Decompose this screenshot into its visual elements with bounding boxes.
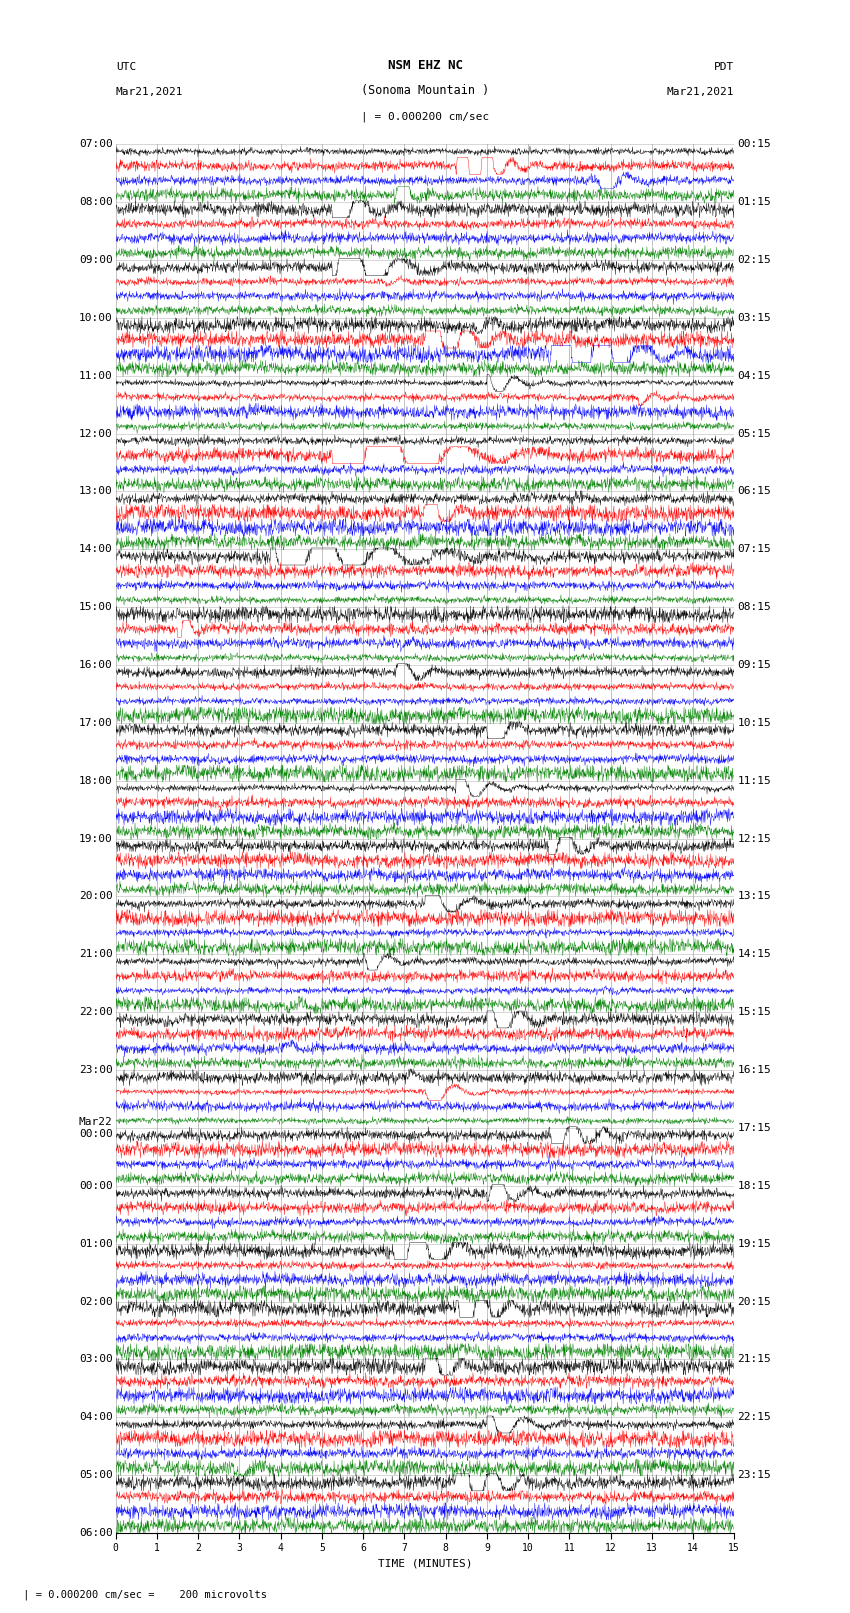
Text: 07:00: 07:00 <box>79 139 113 148</box>
Text: 03:00: 03:00 <box>79 1355 113 1365</box>
Text: 21:00: 21:00 <box>79 950 113 960</box>
Text: 21:15: 21:15 <box>737 1355 771 1365</box>
Text: 04:15: 04:15 <box>737 371 771 381</box>
Text: 12:00: 12:00 <box>79 429 113 439</box>
Text: 04:00: 04:00 <box>79 1413 113 1423</box>
Text: 23:15: 23:15 <box>737 1469 771 1481</box>
Text: PDT: PDT <box>714 61 734 73</box>
Text: UTC: UTC <box>116 61 136 73</box>
Text: 01:00: 01:00 <box>79 1239 113 1248</box>
Text: 15:00: 15:00 <box>79 602 113 611</box>
Text: 09:15: 09:15 <box>737 660 771 669</box>
Text: 00:00: 00:00 <box>79 1181 113 1190</box>
Text: 14:00: 14:00 <box>79 544 113 555</box>
Text: 02:15: 02:15 <box>737 255 771 265</box>
Text: Mar21,2021: Mar21,2021 <box>666 87 734 97</box>
Text: 16:15: 16:15 <box>737 1065 771 1074</box>
Text: NSM EHZ NC: NSM EHZ NC <box>388 60 462 73</box>
Text: 06:00: 06:00 <box>79 1528 113 1537</box>
Text: 08:00: 08:00 <box>79 197 113 206</box>
Text: 22:00: 22:00 <box>79 1007 113 1018</box>
Text: 00:15: 00:15 <box>737 139 771 148</box>
Text: 18:15: 18:15 <box>737 1181 771 1190</box>
Text: 17:15: 17:15 <box>737 1123 771 1132</box>
Text: 20:00: 20:00 <box>79 892 113 902</box>
Text: 07:15: 07:15 <box>737 544 771 555</box>
Text: 01:15: 01:15 <box>737 197 771 206</box>
Text: | = 0.000200 cm/sec: | = 0.000200 cm/sec <box>361 111 489 123</box>
Text: 02:00: 02:00 <box>79 1297 113 1307</box>
Text: 12:15: 12:15 <box>737 834 771 844</box>
Text: 22:15: 22:15 <box>737 1413 771 1423</box>
Text: 05:00: 05:00 <box>79 1469 113 1481</box>
Text: 11:15: 11:15 <box>737 776 771 786</box>
Text: 20:15: 20:15 <box>737 1297 771 1307</box>
Text: 19:15: 19:15 <box>737 1239 771 1248</box>
X-axis label: TIME (MINUTES): TIME (MINUTES) <box>377 1560 473 1569</box>
Text: 23:00: 23:00 <box>79 1065 113 1074</box>
Text: 10:00: 10:00 <box>79 313 113 323</box>
Text: 06:15: 06:15 <box>737 487 771 497</box>
Text: 13:00: 13:00 <box>79 487 113 497</box>
Text: 11:00: 11:00 <box>79 371 113 381</box>
Text: 17:00: 17:00 <box>79 718 113 727</box>
Text: 05:15: 05:15 <box>737 429 771 439</box>
Text: 03:15: 03:15 <box>737 313 771 323</box>
Text: 08:15: 08:15 <box>737 602 771 611</box>
Text: Mar21,2021: Mar21,2021 <box>116 87 184 97</box>
Text: 10:15: 10:15 <box>737 718 771 727</box>
Text: | = 0.000200 cm/sec =    200 microvolts: | = 0.000200 cm/sec = 200 microvolts <box>17 1589 267 1600</box>
Text: Mar22
00:00: Mar22 00:00 <box>79 1118 113 1139</box>
Text: 09:00: 09:00 <box>79 255 113 265</box>
Text: 18:00: 18:00 <box>79 776 113 786</box>
Text: 19:00: 19:00 <box>79 834 113 844</box>
Text: 14:15: 14:15 <box>737 950 771 960</box>
Text: 15:15: 15:15 <box>737 1007 771 1018</box>
Text: (Sonoma Mountain ): (Sonoma Mountain ) <box>361 84 489 97</box>
Text: 16:00: 16:00 <box>79 660 113 669</box>
Text: 13:15: 13:15 <box>737 892 771 902</box>
